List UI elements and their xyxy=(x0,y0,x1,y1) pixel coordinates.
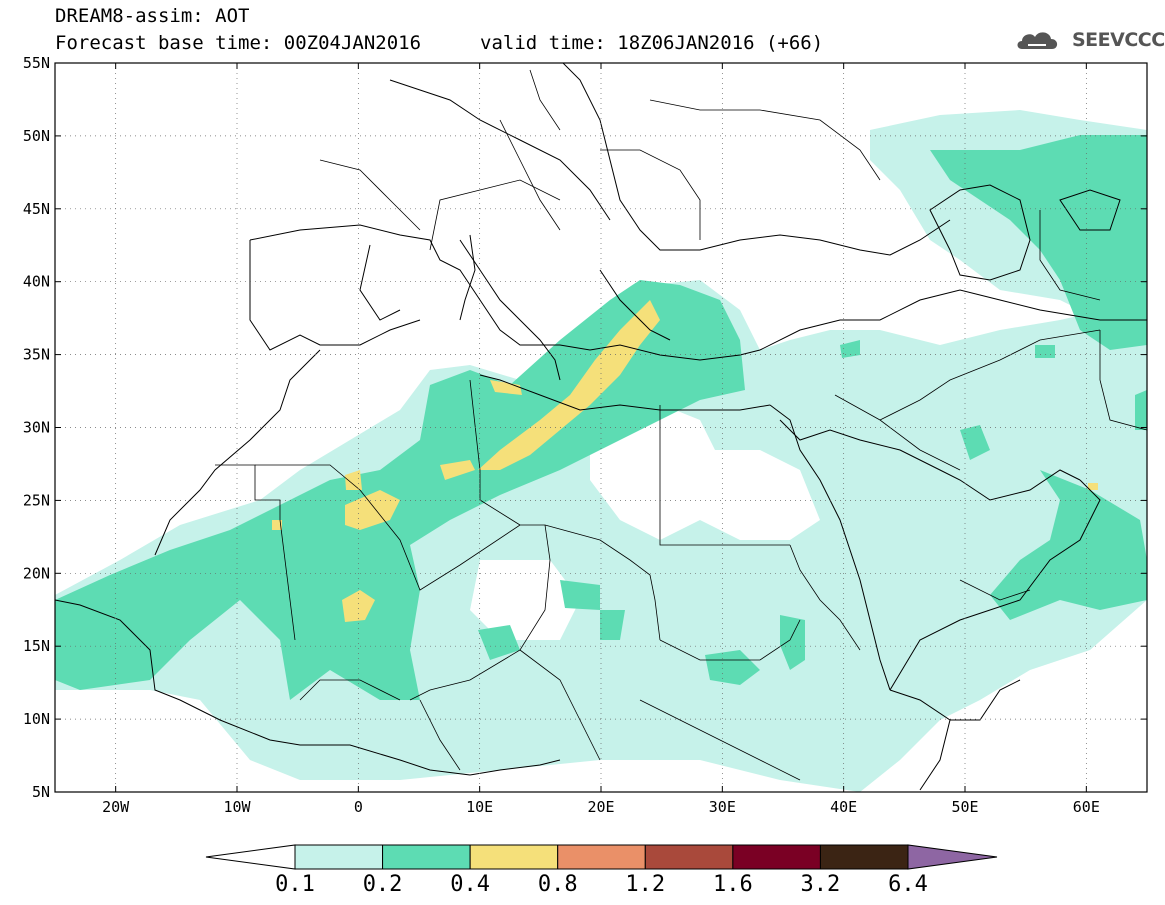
colorbar-swatch xyxy=(819,844,909,870)
cloud-icon xyxy=(1017,32,1058,49)
lat-tick-label: 30N xyxy=(23,419,50,437)
lat-tick-label: 5N xyxy=(32,783,50,801)
colorbar-boxes xyxy=(294,844,909,870)
colorbar-swatch xyxy=(732,844,821,870)
forecast-base-time: Forecast base time: 00Z04JAN2016 xyxy=(55,32,422,54)
lat-tick-label: 20N xyxy=(23,564,50,582)
lon-tick-label: 20W xyxy=(102,798,130,816)
lon-tick-label: 50E xyxy=(951,798,978,816)
colorbar-swatch xyxy=(294,844,384,870)
lat-tick-label: 50N xyxy=(23,127,50,145)
lon-tick-label: 10W xyxy=(223,798,251,816)
colorbar-right-arrow xyxy=(907,844,998,870)
colorbar-label: 1.6 xyxy=(713,872,753,897)
lon-tick-label: 20E xyxy=(587,798,614,816)
lat-tick-label: 55N xyxy=(23,54,50,72)
valid-time: valid time: 18Z06JAN2016 (+66) xyxy=(480,32,824,54)
coastlines xyxy=(55,63,1147,791)
logo-text: SEEVCCC xyxy=(1072,29,1165,51)
colorbar-swatch xyxy=(557,844,646,870)
lat-tick-label: 25N xyxy=(23,491,50,509)
colorbar-swatch xyxy=(469,844,559,870)
aot-field xyxy=(55,110,1147,792)
colorbar-swatch xyxy=(644,844,734,870)
lon-tick-label: 0 xyxy=(354,798,363,816)
gridlines xyxy=(55,63,1147,792)
lat-tick-label: 35N xyxy=(23,346,50,364)
borders xyxy=(215,69,1147,781)
lat-tick-label: 10N xyxy=(23,710,50,728)
colorbar-labels: 0.1 0.2 0.4 0.8 1.2 1.6 3.2 6.4 xyxy=(275,872,928,897)
lon-tick-label: 60E xyxy=(1073,798,1100,816)
colorbar-swatch xyxy=(382,844,471,870)
aot-level-0.4 xyxy=(272,300,1098,622)
colorbar-label: 0.4 xyxy=(450,872,490,897)
colorbar-left-arrow xyxy=(205,844,296,870)
lat-tick-label: 40N xyxy=(23,273,50,291)
colorbar: 0.1 0.2 0.4 0.8 1.2 1.6 3.2 6.4 xyxy=(205,844,998,897)
colorbar-label: 1.2 xyxy=(625,872,665,897)
map-title: DREAM8-assim: AOT xyxy=(55,5,250,27)
lon-tick-label: 40E xyxy=(830,798,857,816)
colorbar-label: 0.8 xyxy=(538,872,578,897)
colorbar-label: 0.1 xyxy=(275,872,315,897)
lat-tick-label: 45N xyxy=(23,200,50,218)
colorbar-label: 0.2 xyxy=(363,872,403,897)
lat-tick-label: 15N xyxy=(23,637,50,655)
lon-tick-label: 30E xyxy=(709,798,736,816)
colorbar-label: 6.4 xyxy=(888,872,928,897)
lon-tick-label: 10E xyxy=(466,798,493,816)
colorbar-label: 3.2 xyxy=(801,872,841,897)
axis-ticks: 20W 10W 0 10E 20E 30E 40E 50E 60E 55N 50N 45N 40N 35N… xyxy=(23,54,1147,816)
